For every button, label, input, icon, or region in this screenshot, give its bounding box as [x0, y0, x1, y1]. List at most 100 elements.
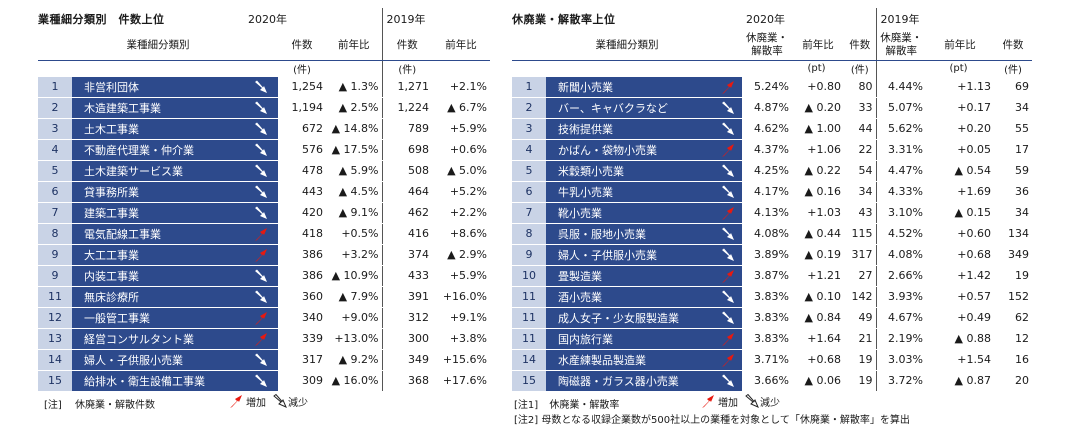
rank-cell: 11: [512, 286, 546, 308]
decrease-arrow-icon: [714, 118, 742, 140]
count-2020: 443: [278, 181, 326, 203]
table-row: 11 酒小売業 3.83% ▲ 0.10 142 3.93% +0.57 152: [512, 286, 1032, 308]
count-2019: 349: [994, 244, 1032, 266]
yoy-2020: ▲ 17.5%: [326, 139, 382, 161]
yoy-2019: ▲ 0.15: [926, 202, 994, 224]
count-2020: 27: [844, 265, 876, 287]
decrease-arrow-icon: [714, 181, 742, 203]
yoy-2019: +0.6%: [432, 139, 490, 161]
rank-cell: 10: [512, 265, 546, 287]
legend-down-label: 減少: [760, 397, 780, 409]
count-2019: 59: [994, 160, 1032, 182]
category-name: 非営利団体: [72, 76, 244, 98]
table-row: 7 建築工事業 420 ▲ 9.1% 462 +2.2%: [38, 202, 490, 224]
note1-text: 休廃業・解散率: [549, 400, 620, 411]
left-legend: 増加 減少: [228, 393, 308, 409]
increase-arrow-icon: [714, 139, 742, 161]
table-row: 14 水産練製品製造業 3.71% +0.68 19 3.03% +1.54 16: [512, 349, 1032, 371]
decrease-arrow-icon: [714, 244, 742, 266]
count-2019: 391: [381, 286, 432, 308]
col-count-2019: 件数: [994, 30, 1032, 61]
rate-2020: 4.25%: [742, 160, 792, 182]
table-row: 15 給排水・衛生設備工事業 309 ▲ 16.0% 368 +17.6%: [38, 370, 490, 392]
increase-arrow-icon: [714, 349, 742, 371]
yoy-2019: ▲ 0.88: [926, 328, 994, 350]
table-row: 8 電気配線工事業 418 +0.5% 416 +8.6%: [38, 223, 490, 245]
decrease-arrow-icon: [244, 76, 278, 98]
table-row: 5 米穀類小売業 4.25% ▲ 0.22 54 4.47% ▲ 0.54 59: [512, 160, 1032, 182]
rank-cell: 8: [512, 223, 546, 245]
category-name: 建築工事業: [72, 202, 244, 224]
yoy-2020: +0.68: [792, 349, 844, 371]
legend-up-arrow-icon: [700, 393, 716, 409]
rate-2019: 2.66%: [875, 265, 926, 287]
yoy-2019: ▲ 6.7%: [432, 97, 490, 119]
decrease-arrow-icon: [244, 118, 278, 140]
rank-cell: 1: [512, 76, 546, 98]
col-category: 業種細分類別: [512, 30, 742, 61]
note-text: 休廃業・解散件数: [75, 400, 155, 411]
rank-cell: 9: [38, 244, 72, 266]
count-2019: 374: [381, 244, 432, 266]
count-2019: 20: [994, 370, 1032, 392]
decrease-arrow-icon: [244, 265, 278, 287]
count-ranking-table: 業種細分類別 件数上位 2020年 2019年 業種細分類別 件数 前年比 件数…: [38, 8, 490, 392]
rate-2019: 4.67%: [875, 307, 926, 329]
decrease-arrow-icon: [244, 202, 278, 224]
yoy-2020: ▲ 4.5%: [326, 181, 382, 203]
legend-up-label: 増加: [246, 397, 266, 409]
rank-cell: 3: [512, 118, 546, 140]
yoy-2020: +1.06: [792, 139, 844, 161]
category-name: 木造建築工事業: [72, 97, 244, 119]
table-row: 12 一般管工事業 340 +9.0% 312 +9.1%: [38, 307, 490, 329]
rank-cell: 7: [38, 202, 72, 224]
rate-2019: 4.47%: [875, 160, 926, 182]
yoy-2020: +1.64: [792, 328, 844, 350]
count-2019: 462: [381, 202, 432, 224]
count-2019: 16: [994, 349, 1032, 371]
yoy-2020: +0.80: [792, 76, 844, 98]
table-row: 8 呉服・服地小売業 4.08% ▲ 0.44 115 4.52% +0.60 134: [512, 223, 1032, 245]
count-2020: 54: [844, 160, 876, 182]
table-row: 1 新聞小売業 5.24% +0.80 80 4.44% +1.13 69: [512, 76, 1032, 98]
decrease-arrow-icon: [244, 139, 278, 161]
yoy-2019: +0.05: [926, 139, 994, 161]
count-2019: 698: [381, 139, 432, 161]
count-2019: 12: [994, 328, 1032, 350]
rate-2020: 3.89%: [742, 244, 792, 266]
rank-cell: 1: [38, 76, 72, 98]
col-yoy-2019: 前年比: [926, 30, 994, 61]
rank-cell: 4: [38, 139, 72, 161]
col-yoy-2019: 前年比: [432, 30, 490, 61]
yoy-2019: +17.6%: [432, 370, 490, 392]
note1-tag: [注1]: [514, 400, 539, 411]
count-2020: 44: [844, 118, 876, 140]
rank-cell: 2: [38, 97, 72, 119]
rank-cell: 9: [38, 265, 72, 287]
decrease-arrow-icon: [714, 223, 742, 245]
category-name: 成人女子・少女服製造業: [546, 307, 714, 329]
rank-cell: 15: [38, 370, 72, 392]
yoy-2019: +2.2%: [432, 202, 490, 224]
rate-2020: 3.83%: [742, 328, 792, 350]
yoy-2020: ▲ 9.2%: [326, 349, 382, 371]
rate-ranking-title: 休廃業・解散率上位: [512, 13, 616, 26]
rank-cell: 9: [512, 244, 546, 266]
rate-2019: 3.03%: [875, 349, 926, 371]
yoy-2020: ▲ 0.19: [792, 244, 844, 266]
category-name: 電気配線工事業: [72, 223, 244, 245]
rate-2020: 3.87%: [742, 265, 792, 287]
count-2019: 789: [381, 118, 432, 140]
rate-2020: 3.71%: [742, 349, 792, 371]
category-name: 水産練製品製造業: [546, 349, 714, 371]
count-2020: 43: [844, 202, 876, 224]
rate-2019: 3.10%: [875, 202, 926, 224]
count-2020: 420: [278, 202, 326, 224]
rate-2019: 5.62%: [875, 118, 926, 140]
decrease-arrow-icon: [244, 286, 278, 308]
decrease-arrow-icon: [244, 349, 278, 371]
category-name: かばん・袋物小売業: [546, 139, 714, 161]
yoy-2019: +15.6%: [432, 349, 490, 371]
col-count-2020: 件数: [844, 30, 876, 61]
count-2020: 317: [278, 349, 326, 371]
